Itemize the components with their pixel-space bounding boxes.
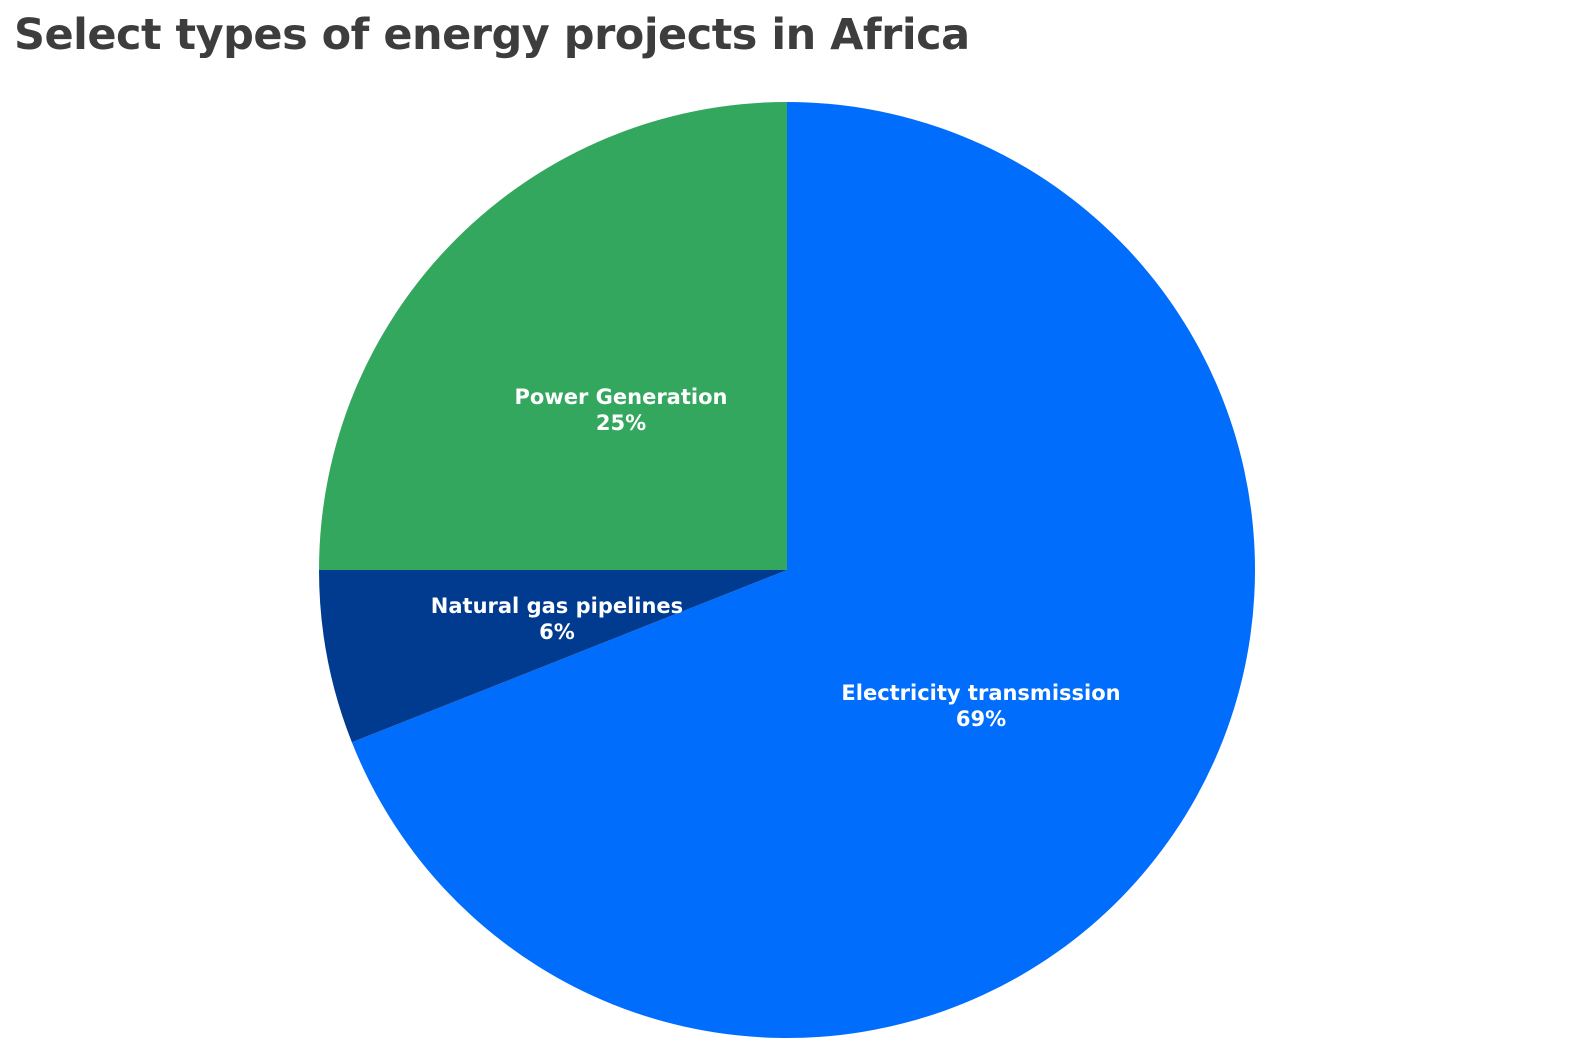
pie-slices: [318, 102, 1255, 1039]
slice-value-natural-gas-pipelines: 6%: [539, 620, 575, 644]
pie-slice-electricity-transmission: [351, 102, 1255, 1039]
slice-value-electricity-transmission: 69%: [956, 707, 1006, 731]
slice-label-natural-gas-pipelines: Natural gas pipelines: [431, 594, 683, 618]
slice-label-power-generation: Power Generation: [515, 385, 728, 409]
slice-value-power-generation: 25%: [596, 411, 646, 435]
pie-slice-power-generation: [319, 102, 787, 570]
chart-title: Select types of energy projects in Afric…: [14, 10, 970, 60]
pie-slice-natural-gas-pipelines: [318, 570, 787, 743]
slice-label-electricity-transmission: Electricity transmission: [841, 681, 1120, 705]
